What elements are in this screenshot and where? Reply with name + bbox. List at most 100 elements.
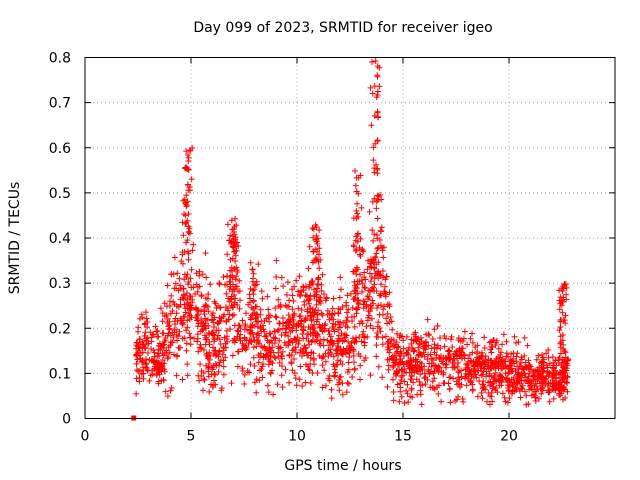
data-point xyxy=(486,382,493,389)
data-point xyxy=(316,340,323,347)
data-point xyxy=(296,273,303,280)
data-point xyxy=(487,357,494,364)
data-point xyxy=(229,352,236,359)
data-point xyxy=(296,376,303,383)
data-point xyxy=(230,229,237,236)
data-point xyxy=(387,340,394,347)
data-point xyxy=(446,348,453,355)
data-point xyxy=(265,306,272,313)
data-point xyxy=(232,215,239,222)
data-point xyxy=(233,283,240,290)
data-point xyxy=(496,382,503,389)
data-point xyxy=(414,358,421,365)
data-point xyxy=(374,91,381,98)
data-point xyxy=(331,363,338,370)
data-point xyxy=(552,357,559,364)
data-point xyxy=(170,334,177,341)
data-point xyxy=(302,283,309,290)
data-point xyxy=(304,306,311,313)
data-point xyxy=(183,274,190,281)
data-point xyxy=(197,328,204,335)
data-point xyxy=(373,250,380,257)
data-point xyxy=(166,326,173,333)
data-point xyxy=(394,348,401,355)
data-point xyxy=(353,188,360,195)
data-point xyxy=(417,341,424,348)
data-point xyxy=(463,382,470,389)
x-tick-label: 0 xyxy=(81,429,90,445)
data-point xyxy=(349,305,356,312)
data-point xyxy=(233,264,240,271)
data-point xyxy=(467,377,474,384)
data-point xyxy=(407,393,414,400)
data-point xyxy=(229,337,236,344)
data-point xyxy=(351,339,358,346)
data-point xyxy=(374,137,381,144)
data-point xyxy=(445,347,452,354)
data-point xyxy=(175,344,182,351)
data-point xyxy=(404,390,411,397)
data-point xyxy=(247,327,254,334)
data-point xyxy=(335,335,342,342)
data-point xyxy=(207,381,214,388)
data-point xyxy=(429,378,436,385)
data-point xyxy=(371,231,378,238)
data-point xyxy=(349,373,356,380)
data-point xyxy=(176,328,183,335)
data-point xyxy=(232,276,239,283)
data-point xyxy=(220,273,227,280)
data-point xyxy=(338,347,345,354)
data-point xyxy=(361,298,368,305)
data-point xyxy=(307,331,314,338)
data-point xyxy=(261,333,268,340)
data-point xyxy=(168,339,175,346)
data-point xyxy=(154,327,161,334)
data-point xyxy=(379,268,386,275)
data-point xyxy=(330,295,337,302)
data-point xyxy=(293,277,300,284)
data-point xyxy=(250,270,257,277)
data-point xyxy=(442,355,449,362)
data-point xyxy=(404,381,411,388)
data-point xyxy=(345,306,352,313)
data-point xyxy=(397,332,404,339)
data-point xyxy=(316,227,323,234)
data-point xyxy=(276,320,283,327)
data-point xyxy=(196,268,203,275)
data-point xyxy=(229,272,236,279)
data-point xyxy=(369,59,376,66)
data-point xyxy=(258,343,265,350)
data-point xyxy=(241,326,248,333)
data-point xyxy=(343,299,350,306)
data-point xyxy=(133,352,140,358)
data-point xyxy=(200,346,207,353)
data-point xyxy=(237,337,244,344)
data-point xyxy=(258,288,265,295)
data-point xyxy=(384,310,391,317)
data-point xyxy=(296,291,303,298)
data-point xyxy=(434,322,441,329)
data-point xyxy=(559,309,566,316)
data-point xyxy=(271,340,278,347)
data-point xyxy=(344,379,351,386)
data-point xyxy=(356,320,363,327)
data-point xyxy=(481,383,488,390)
data-point xyxy=(229,233,236,240)
data-point xyxy=(367,322,374,329)
data-point xyxy=(249,287,256,294)
data-point xyxy=(384,320,391,327)
data-point xyxy=(224,221,231,228)
data-point xyxy=(458,345,465,352)
data-point xyxy=(502,370,509,377)
data-point xyxy=(151,359,158,366)
data-point xyxy=(275,343,282,350)
data-point xyxy=(242,310,249,317)
data-point xyxy=(517,359,524,366)
data-point xyxy=(315,276,322,283)
data-point xyxy=(171,254,178,261)
data-point xyxy=(198,291,205,298)
data-point xyxy=(506,362,513,369)
data-point xyxy=(307,354,314,361)
data-point xyxy=(393,350,400,357)
data-point xyxy=(549,354,556,361)
